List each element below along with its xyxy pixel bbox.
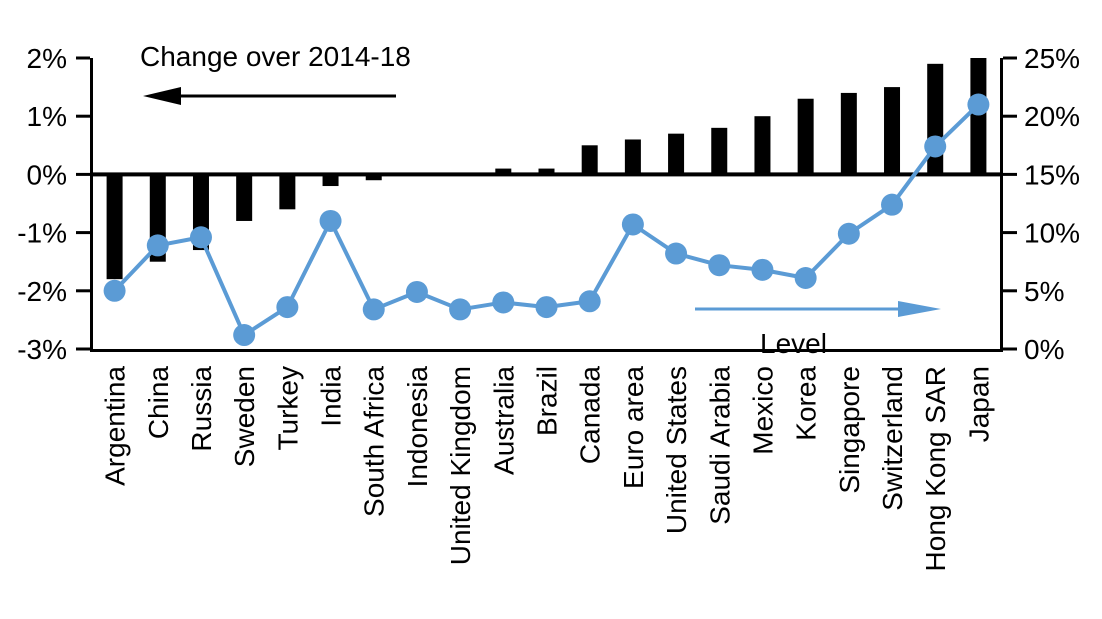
dot-turkey [276,296,299,319]
bar-united-states [668,133,685,175]
y-axis-left-label: -1% [17,218,67,249]
level-arrow-right-icon [898,301,941,317]
level-arrow-line [695,307,905,311]
bar-sweden [236,174,253,221]
bar-hong-kong-sar [927,63,944,175]
x-label-india: India [316,366,347,427]
y-axis-left-tick [76,56,90,60]
change-arrow-left-icon [143,87,181,105]
y-axis-left-tick [76,347,90,351]
x-label-saudi-arabia: Saudi Arabia [704,366,735,525]
y-axis-right-tick [1003,114,1017,118]
dot-australia [492,291,515,314]
dot-mexico [751,258,774,281]
y-axis-left-spine [90,58,93,352]
bar-singapore [840,92,857,175]
y-axis-left-label: -2% [17,276,67,307]
x-label-argentina: Argentina [100,366,131,486]
y-axis-left-label: 0% [27,159,67,190]
x-label-euro-area: Euro area [618,366,649,489]
x-label-singapore: Singapore [834,366,865,494]
y-axis-left-label: 1% [27,101,67,132]
dot-singapore [837,222,860,245]
y-axis-left-label: -3% [17,334,67,365]
y-axis-left-tick [76,114,90,118]
y-axis-right-tick [1003,289,1017,293]
y-axis-right-tick [1003,172,1017,176]
x-label-brazil: Brazil [532,366,563,436]
y-axis-right-label: 5% [1024,276,1064,307]
y-axis-right-spine [1000,58,1003,352]
dot-russia [189,226,212,249]
change-arrow-line [178,94,396,98]
x-label-switzerland: Switzerland [877,366,908,511]
bar-mexico [754,116,771,175]
dot-argentina [103,279,126,302]
bar-argentina [106,174,123,280]
bar-brazil [538,168,555,175]
x-label-indonesia: Indonesia [402,366,433,488]
y-axis-right-label: 10% [1024,218,1080,249]
x-label-china: China [143,366,174,440]
bar-euro-area [624,139,641,175]
dot-euro-area [621,213,644,236]
dot-united-states [665,242,688,265]
bar-south-africa [365,174,382,181]
y-axis-right-label: 20% [1024,101,1080,132]
x-label-united-states: United States [661,366,692,534]
x-label-hong-kong-sar: Hong Kong SAR [920,366,951,571]
x-label-japan: Japan [963,366,994,442]
x-label-mexico: Mexico [747,366,778,455]
x-axis-spine [90,349,1003,352]
dot-indonesia [405,280,428,303]
bar-australia [495,168,512,175]
dot-united-kingdom [449,298,472,321]
y-axis-left-tick [76,289,90,293]
x-label-australia: Australia [488,366,519,475]
dot-japan [967,93,990,116]
dot-china [146,234,169,257]
bar-switzerland [884,87,901,175]
line-series-label: Level [760,328,827,359]
y-axis-right-tick [1003,56,1017,60]
x-label-canada: Canada [575,366,606,465]
bar-canada [581,145,598,175]
dot-switzerland [881,193,904,216]
dot-brazil [535,296,558,319]
x-label-russia: Russia [186,366,217,452]
bar-turkey [279,174,296,210]
dot-hong-kong-sar [924,135,947,158]
zero-line [93,172,1000,177]
y-axis-right-tick [1003,347,1017,351]
dot-saudi-arabia [708,254,731,277]
x-label-turkey: Turkey [272,366,303,451]
bar-india [322,174,339,187]
dot-korea [794,266,817,289]
y-axis-right-label: 15% [1024,159,1080,190]
bar-korea [797,98,814,175]
y-axis-right-tick [1003,231,1017,235]
x-label-sweden: Sweden [229,366,260,467]
x-label-united-kingdom: United Kingdom [445,366,476,565]
bar-series-label: Change over 2014-18 [140,41,411,72]
y-axis-right-label: 0% [1024,334,1064,365]
dot-south-africa [362,298,385,321]
y-axis-left-label: 2% [27,43,67,74]
dot-india [319,209,342,232]
bar-saudi-arabia [711,127,728,175]
x-label-south-africa: South Africa [359,366,390,517]
dot-sweden [233,324,256,347]
y-axis-left-tick [76,231,90,235]
y-axis-left-tick [76,172,90,176]
x-label-korea: Korea [791,366,822,441]
dot-canada [578,290,601,313]
y-axis-right-label: 25% [1024,43,1080,74]
bar-japan [970,58,987,175]
